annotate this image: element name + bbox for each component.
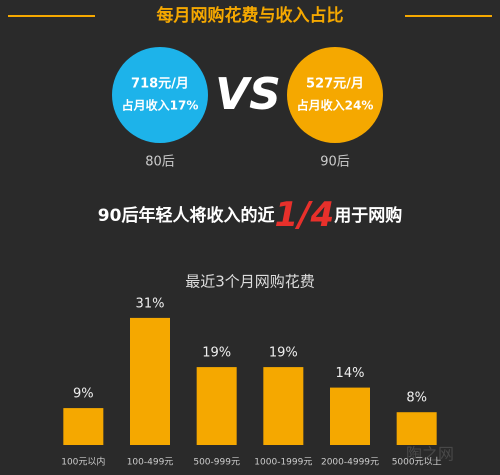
left-amount: 718元/月 [131,77,189,92]
right-label: 90后 [320,155,350,170]
chart-title: 最近3个月网购花费 [185,273,315,291]
bar [263,367,304,445]
category-label: 1000-1999元 [254,458,312,468]
left-share: 占月收入17% [122,98,199,113]
value-label: 8% [406,391,427,406]
statement-text: 用于网购 [334,205,402,226]
statement-text: 90后年轻人将收入的近 [98,205,275,226]
value-label: 19% [269,346,298,361]
title: 每月网购花费与收入占比 [157,5,344,26]
value-label: 14% [336,366,365,381]
bar [196,367,237,445]
statement-highlight: 1/4 [274,195,334,235]
value-label: 19% [202,346,231,361]
bar [396,412,437,445]
watermark: 陶之网 [406,445,454,464]
category-label: 500-999元 [193,458,240,468]
right-circle [287,47,383,143]
vs: VS [215,69,281,120]
bar [63,408,104,445]
left-label: 80后 [145,155,175,170]
bar [330,387,370,445]
category-label: 100元以内 [61,456,105,468]
right-amount: 527元/月 [306,77,364,92]
value-label: 31% [136,296,165,311]
category-label: 100-499元 [127,458,174,468]
bar [130,317,170,445]
left-circle [112,47,208,143]
right-share: 占月收入24% [297,98,374,113]
value-label: 9% [73,387,94,402]
category-label: 5000元以上 [392,457,442,468]
category-label: 2000-4999元 [321,458,379,468]
statement: 90后年轻人将收入的近1/4用于网购 [98,195,402,235]
